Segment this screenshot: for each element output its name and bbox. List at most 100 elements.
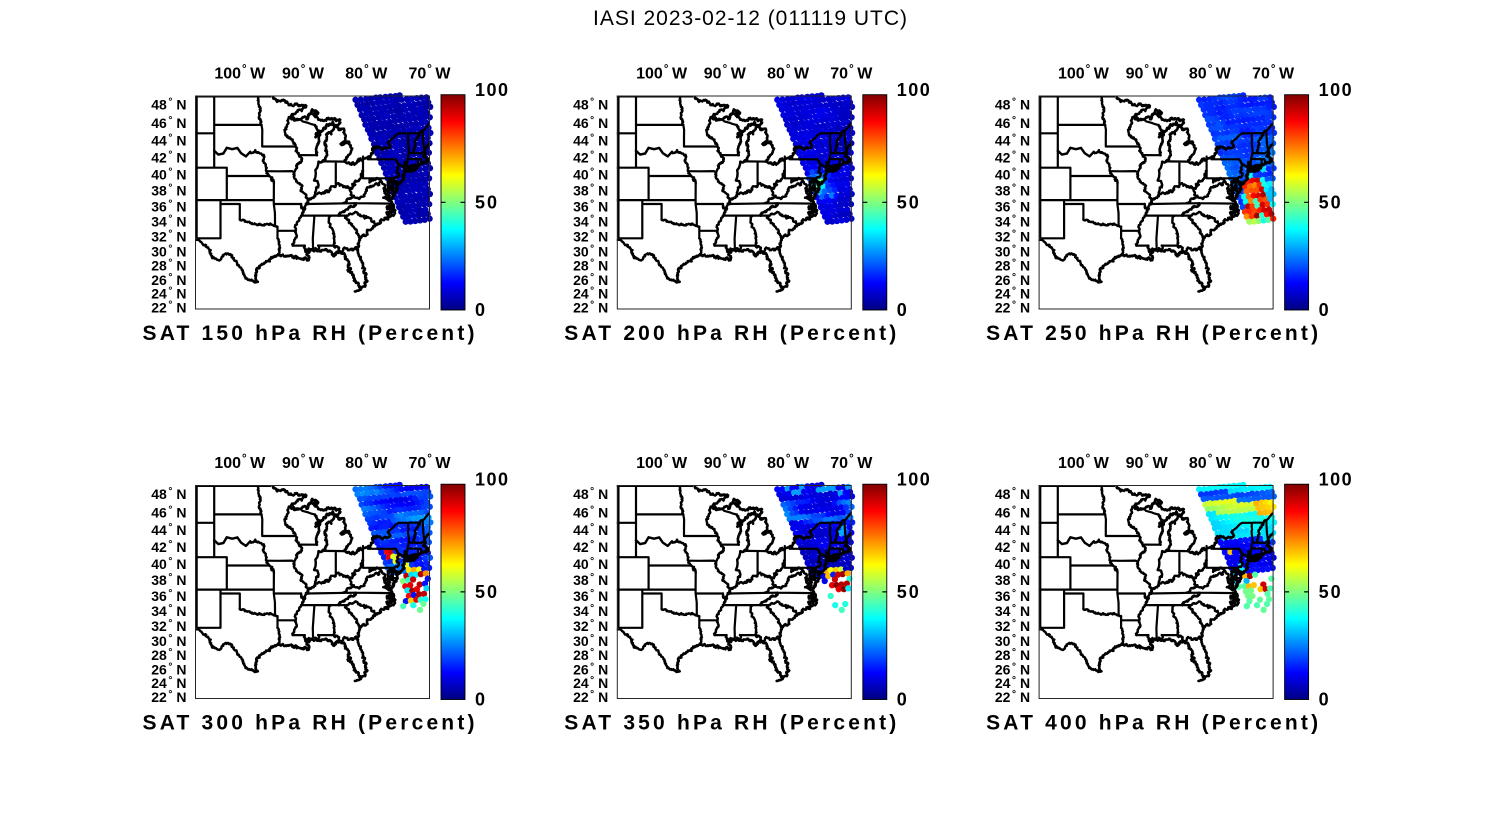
svg-text:90°W: 90° W bbox=[1126, 453, 1169, 472]
svg-text:26°N: 26 ° N bbox=[573, 272, 608, 288]
svg-text:100°W: 100° W bbox=[1058, 63, 1110, 82]
svg-text:40°N: 40 ° N bbox=[151, 556, 186, 572]
svg-text:36°N: 36 ° N bbox=[151, 588, 186, 604]
svg-text:44°N: 44 ° N bbox=[573, 133, 608, 149]
svg-text:34°N: 34 ° N bbox=[151, 214, 186, 230]
svg-text:28°N: 28 ° N bbox=[573, 647, 608, 663]
svg-text:24°N: 24 ° N bbox=[573, 675, 608, 691]
svg-text:40°N: 40 ° N bbox=[995, 556, 1030, 572]
svg-text:42°N: 42 ° N bbox=[151, 539, 186, 555]
svg-text:46°N: 46 ° N bbox=[151, 504, 186, 520]
svg-text:38°N: 38 ° N bbox=[151, 183, 186, 199]
svg-text:100°W: 100° W bbox=[1058, 453, 1110, 472]
svg-text:34°N: 34 ° N bbox=[573, 603, 608, 619]
svg-text:26°N: 26 ° N bbox=[995, 661, 1030, 677]
svg-text:70°W: 70° W bbox=[408, 63, 451, 82]
svg-text:36°N: 36 ° N bbox=[151, 198, 186, 214]
svg-text:36°N: 36 ° N bbox=[995, 198, 1030, 214]
svg-text:22°N: 22 ° N bbox=[995, 689, 1030, 705]
svg-text:0: 0 bbox=[897, 300, 907, 320]
svg-text:70°W: 70° W bbox=[830, 63, 873, 82]
svg-text:100: 100 bbox=[897, 80, 930, 100]
svg-text:90°W: 90° W bbox=[282, 453, 325, 472]
svg-text:34°N: 34 ° N bbox=[573, 214, 608, 230]
svg-text:26°N: 26 ° N bbox=[151, 661, 186, 677]
svg-text:24°N: 24 ° N bbox=[573, 286, 608, 302]
svg-text:100°W: 100° W bbox=[636, 63, 688, 82]
svg-text:SAT 150 hPa RH (Percent): SAT 150 hPa RH (Percent) bbox=[143, 322, 475, 345]
svg-text:22°N: 22 ° N bbox=[995, 299, 1030, 315]
svg-text:40°N: 40 ° N bbox=[573, 556, 608, 572]
svg-text:80°W: 80° W bbox=[767, 453, 810, 472]
svg-text:28°N: 28 ° N bbox=[995, 647, 1030, 663]
svg-text:26°N: 26 ° N bbox=[573, 661, 608, 677]
svg-text:90°W: 90° W bbox=[282, 63, 325, 82]
svg-text:100: 100 bbox=[475, 469, 508, 489]
svg-text:SAT 350 hPa RH (Percent): SAT 350 hPa RH (Percent) bbox=[564, 712, 896, 735]
svg-text:28°N: 28 ° N bbox=[151, 258, 186, 274]
svg-text:90°W: 90° W bbox=[704, 453, 747, 472]
svg-text:50: 50 bbox=[475, 582, 497, 602]
svg-text:100: 100 bbox=[1319, 80, 1352, 100]
svg-text:50: 50 bbox=[897, 582, 919, 602]
svg-text:46°N: 46 ° N bbox=[995, 115, 1030, 131]
svg-text:32°N: 32 ° N bbox=[151, 618, 186, 634]
svg-text:30°N: 30 ° N bbox=[995, 243, 1030, 259]
svg-text:0: 0 bbox=[475, 300, 485, 320]
svg-text:100: 100 bbox=[897, 469, 930, 489]
svg-text:32°N: 32 ° N bbox=[151, 229, 186, 245]
svg-text:70°W: 70° W bbox=[408, 453, 451, 472]
svg-text:22°N: 22 ° N bbox=[573, 689, 608, 705]
svg-text:0: 0 bbox=[475, 690, 485, 710]
svg-text:50: 50 bbox=[1319, 193, 1341, 213]
svg-text:28°N: 28 ° N bbox=[995, 258, 1030, 274]
svg-text:50: 50 bbox=[897, 193, 919, 213]
svg-text:42°N: 42 ° N bbox=[995, 539, 1030, 555]
svg-text:80°W: 80° W bbox=[767, 63, 810, 82]
svg-text:46°N: 46 ° N bbox=[151, 115, 186, 131]
svg-text:30°N: 30 ° N bbox=[995, 633, 1030, 649]
svg-text:28°N: 28 ° N bbox=[151, 647, 186, 663]
svg-text:34°N: 34 ° N bbox=[995, 214, 1030, 230]
svg-text:22°N: 22 ° N bbox=[151, 689, 186, 705]
svg-text:48°N: 48 ° N bbox=[573, 486, 608, 502]
svg-text:90°W: 90° W bbox=[704, 63, 747, 82]
svg-text:26°N: 26 ° N bbox=[995, 272, 1030, 288]
svg-text:48°N: 48 ° N bbox=[151, 96, 186, 112]
svg-text:100: 100 bbox=[475, 80, 508, 100]
svg-text:SAT 300 hPa RH (Percent): SAT 300 hPa RH (Percent) bbox=[143, 712, 475, 735]
svg-text:44°N: 44 ° N bbox=[151, 133, 186, 149]
svg-text:48°N: 48 ° N bbox=[151, 486, 186, 502]
svg-text:50: 50 bbox=[1319, 582, 1341, 602]
svg-text:24°N: 24 ° N bbox=[995, 286, 1030, 302]
svg-text:48°N: 48 ° N bbox=[995, 486, 1030, 502]
svg-text:34°N: 34 ° N bbox=[995, 603, 1030, 619]
svg-text:30°N: 30 ° N bbox=[573, 243, 608, 259]
svg-text:100°W: 100° W bbox=[214, 453, 266, 472]
svg-text:80°W: 80° W bbox=[345, 453, 388, 472]
svg-text:36°N: 36 ° N bbox=[573, 588, 608, 604]
svg-text:42°N: 42 ° N bbox=[573, 150, 608, 166]
svg-text:0: 0 bbox=[1319, 690, 1329, 710]
svg-text:SAT 400 hPa RH (Percent): SAT 400 hPa RH (Percent) bbox=[986, 712, 1318, 735]
svg-text:80°W: 80° W bbox=[345, 63, 388, 82]
svg-text:42°N: 42 ° N bbox=[151, 150, 186, 166]
svg-text:26°N: 26 ° N bbox=[151, 272, 186, 288]
svg-text:70°W: 70° W bbox=[830, 453, 873, 472]
svg-text:IASI 2023-02-12 (011119 UTC): IASI 2023-02-12 (011119 UTC) bbox=[593, 7, 907, 30]
svg-text:80°W: 80° W bbox=[1189, 63, 1232, 82]
svg-text:24°N: 24 ° N bbox=[151, 286, 186, 302]
svg-text:32°N: 32 ° N bbox=[995, 618, 1030, 634]
svg-text:42°N: 42 ° N bbox=[995, 150, 1030, 166]
svg-text:42°N: 42 ° N bbox=[573, 539, 608, 555]
svg-text:30°N: 30 ° N bbox=[151, 243, 186, 259]
svg-text:48°N: 48 ° N bbox=[573, 96, 608, 112]
svg-text:40°N: 40 ° N bbox=[995, 166, 1030, 182]
svg-text:38°N: 38 ° N bbox=[995, 572, 1030, 588]
svg-text:SAT 250 hPa RH (Percent): SAT 250 hPa RH (Percent) bbox=[986, 322, 1318, 345]
svg-text:50: 50 bbox=[475, 193, 497, 213]
svg-text:70°W: 70° W bbox=[1252, 63, 1295, 82]
svg-text:44°N: 44 ° N bbox=[995, 133, 1030, 149]
svg-text:32°N: 32 ° N bbox=[573, 618, 608, 634]
svg-text:40°N: 40 ° N bbox=[151, 166, 186, 182]
